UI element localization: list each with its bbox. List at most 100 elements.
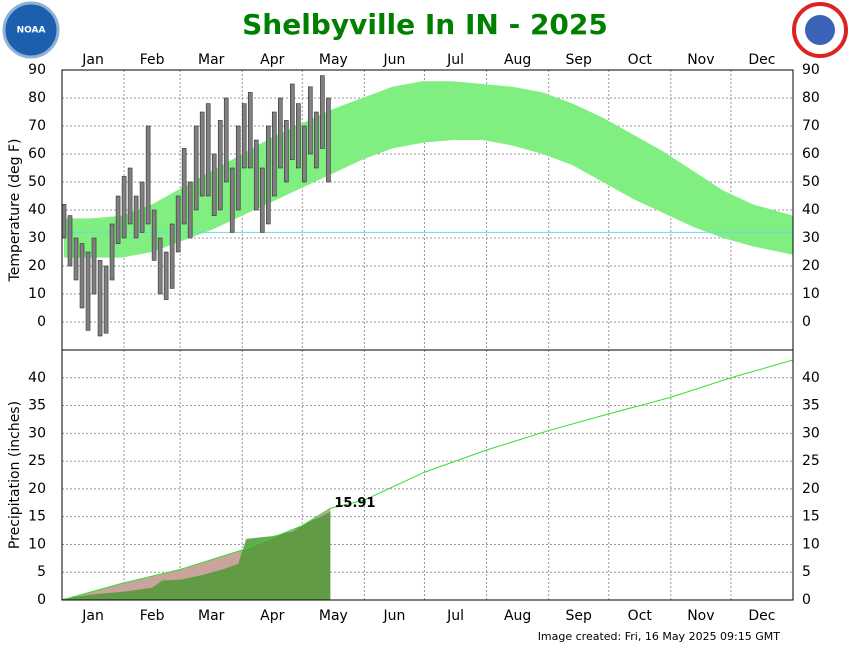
y2-tick-label: 10 <box>802 536 820 552</box>
chart-title: Shelbyville In IN - 2025 <box>242 8 608 41</box>
logo-text: NOAA <box>17 26 46 36</box>
y2-tick-label: 30 <box>802 425 820 441</box>
month-label: Dec <box>748 52 775 68</box>
y-tick-label: 0 <box>37 592 46 608</box>
y-axis-label: Precipitation (inches) <box>7 401 23 549</box>
observed-bar <box>175 195 181 253</box>
y-tick-label: 40 <box>28 202 46 218</box>
month-label: Sep <box>566 52 593 68</box>
nws-logo-center <box>805 15 835 45</box>
month-label: Aug <box>504 52 531 68</box>
y-tick-label: 20 <box>28 258 46 274</box>
y-tick-label: 40 <box>28 370 46 386</box>
y-tick-label: 70 <box>28 118 46 134</box>
y-tick-label: 15 <box>28 509 46 525</box>
month-label: Feb <box>140 608 165 624</box>
observed-bar <box>271 111 277 197</box>
observed-bar <box>163 251 169 300</box>
observed-bar <box>91 237 97 295</box>
observed-bar <box>241 103 247 169</box>
month-label: Feb <box>140 52 165 68</box>
month-label: Jun <box>383 608 406 624</box>
observed-bar <box>217 120 223 211</box>
observed-bar <box>253 139 259 211</box>
observed-bar <box>193 125 199 211</box>
y-tick-label: 30 <box>28 425 46 441</box>
y2-tick-label: 20 <box>802 481 820 497</box>
observed-bar <box>79 243 85 309</box>
observed-bar <box>97 260 103 337</box>
observed-area <box>62 511 331 600</box>
observed-bar <box>223 97 229 183</box>
month-label: Nov <box>687 52 714 68</box>
y-tick-label: 30 <box>28 230 46 246</box>
observed-bar <box>308 86 313 155</box>
month-label: Oct <box>628 52 653 68</box>
y-tick-label: 25 <box>28 453 46 469</box>
y2-tick-label: 30 <box>802 230 820 246</box>
observed-bar <box>115 195 121 244</box>
month-label: Jan <box>81 608 104 624</box>
observed-bar <box>205 103 211 197</box>
footer: Image created: Fri, 16 May 2025 09:15 GM… <box>538 630 781 643</box>
month-label: Oct <box>628 608 653 624</box>
month-label: Jun <box>383 52 406 68</box>
month-label: Jan <box>81 52 104 68</box>
observed-bar <box>302 125 307 183</box>
observed-bar <box>169 223 175 289</box>
month-label: Nov <box>687 608 714 624</box>
month-label: Aug <box>504 608 531 624</box>
month-label: Apr <box>260 52 284 68</box>
observed-bar <box>139 181 145 233</box>
observed-bar <box>85 251 91 331</box>
y-tick-label: 10 <box>28 536 46 552</box>
observed-bar <box>290 83 295 160</box>
y2-tick-label: 10 <box>802 286 820 302</box>
observed-bar <box>247 92 253 169</box>
y2-tick-label: 40 <box>802 370 820 386</box>
observed-bar <box>181 148 187 225</box>
observed-bar <box>145 125 151 225</box>
observed-bar <box>103 265 109 334</box>
y2-tick-label: 20 <box>802 258 820 274</box>
y2-tick-label: 60 <box>802 146 820 162</box>
observed-bar <box>229 167 235 233</box>
observed-bar <box>314 111 319 169</box>
month-label: Mar <box>198 52 225 68</box>
y2-tick-label: 70 <box>802 118 820 134</box>
y2-tick-label: 35 <box>802 398 820 414</box>
month-label: Mar <box>198 608 225 624</box>
observed-bar <box>265 125 271 225</box>
normal-band <box>64 81 793 258</box>
month-label: May <box>319 608 348 624</box>
observed-bar <box>296 103 301 169</box>
observed-bar <box>121 176 127 239</box>
y-tick-label: 60 <box>28 146 46 162</box>
y2-tick-label: 0 <box>802 592 811 608</box>
y-tick-label: 0 <box>37 314 46 330</box>
observed-bar <box>284 120 289 183</box>
observed-bar <box>187 181 193 239</box>
y-tick-label: 50 <box>28 174 46 190</box>
observed-bar <box>211 153 217 216</box>
noaa-logo <box>2 1 60 59</box>
observed-bar <box>235 125 241 211</box>
observed-bar <box>109 223 115 281</box>
month-label: Jul <box>446 52 464 68</box>
plot-frame <box>61 349 794 601</box>
month-label: Sep <box>566 608 593 624</box>
y2-tick-label: 50 <box>802 174 820 190</box>
observed-bar <box>320 75 325 149</box>
observed-bar <box>199 111 205 197</box>
observed-bar <box>73 237 79 281</box>
y2-tick-label: 0 <box>802 314 811 330</box>
month-label: May <box>319 52 348 68</box>
y2-tick-label: 15 <box>802 509 820 525</box>
observed-bar <box>326 97 331 183</box>
y-tick-label: 80 <box>28 90 46 106</box>
normal-line <box>61 359 794 601</box>
month-label: Dec <box>748 608 775 624</box>
observed-bar <box>127 167 133 225</box>
y-tick-label: 20 <box>28 481 46 497</box>
